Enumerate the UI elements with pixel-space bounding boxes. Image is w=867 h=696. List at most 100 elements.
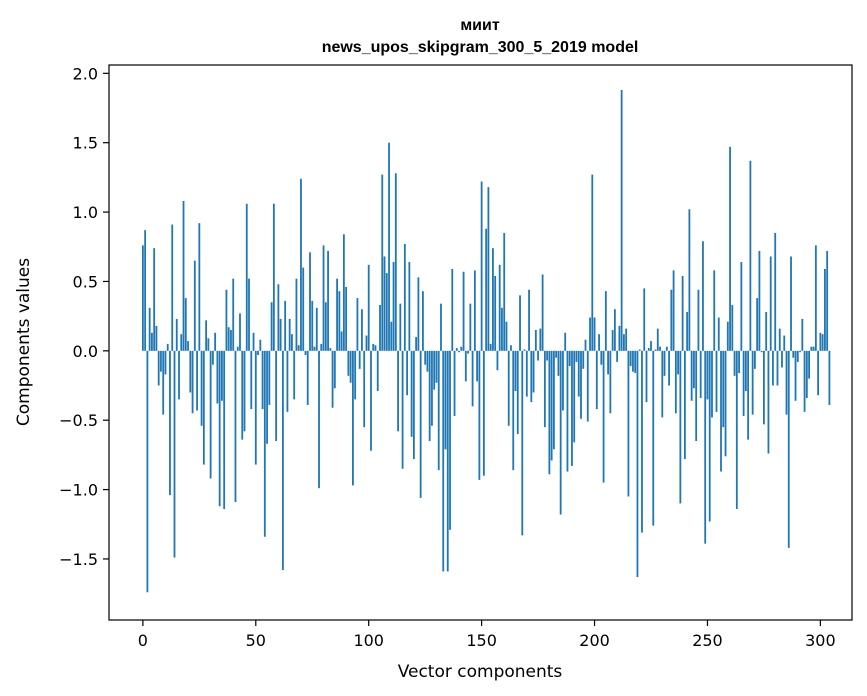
bar bbox=[683, 350, 686, 460]
bar bbox=[300, 178, 302, 351]
bar bbox=[451, 268, 454, 351]
bar bbox=[501, 307, 503, 351]
bar bbox=[641, 350, 643, 533]
bar bbox=[422, 291, 424, 351]
bar bbox=[584, 339, 587, 351]
bar bbox=[279, 318, 282, 351]
bar bbox=[254, 350, 257, 465]
bar bbox=[821, 334, 824, 351]
bar bbox=[444, 350, 447, 450]
bar bbox=[449, 350, 451, 530]
bar bbox=[352, 350, 354, 486]
bar bbox=[257, 350, 259, 355]
bar bbox=[665, 346, 668, 351]
bar bbox=[293, 350, 296, 400]
bar bbox=[379, 305, 381, 351]
bar bbox=[783, 335, 786, 351]
bar bbox=[634, 350, 637, 374]
bar bbox=[711, 350, 713, 418]
bar bbox=[473, 270, 476, 351]
bar bbox=[361, 309, 363, 351]
bar bbox=[562, 350, 564, 411]
bar bbox=[324, 302, 327, 351]
bar bbox=[595, 350, 598, 410]
bar bbox=[340, 331, 343, 351]
bar bbox=[410, 350, 413, 437]
bar bbox=[295, 278, 298, 351]
bar bbox=[758, 250, 761, 351]
bar bbox=[415, 336, 418, 351]
bar bbox=[765, 311, 768, 351]
bar bbox=[329, 348, 332, 351]
bar bbox=[230, 330, 232, 351]
bar bbox=[530, 350, 533, 403]
y-axis-ticks: −1.5 −1.0 −0.5 0.0 0.5 1.0 1.5 2.0 bbox=[59, 64, 109, 569]
bar bbox=[632, 350, 634, 372]
bar bbox=[507, 350, 510, 426]
bar bbox=[516, 350, 519, 435]
bar bbox=[458, 350, 460, 353]
bar bbox=[442, 350, 445, 572]
bar bbox=[275, 350, 278, 442]
plot-frame bbox=[108, 64, 853, 621]
bar bbox=[304, 350, 307, 355]
bar bbox=[193, 260, 196, 351]
bar bbox=[403, 243, 406, 351]
bar bbox=[460, 346, 463, 351]
bar bbox=[593, 317, 596, 351]
bar bbox=[564, 332, 567, 351]
bar bbox=[390, 321, 393, 351]
bar bbox=[164, 350, 167, 375]
bar bbox=[708, 350, 711, 522]
bar bbox=[214, 332, 217, 351]
bar bbox=[205, 320, 208, 351]
bar bbox=[155, 325, 158, 351]
bar bbox=[510, 345, 512, 351]
bar bbox=[412, 350, 415, 460]
bar bbox=[252, 332, 255, 351]
bar bbox=[731, 305, 734, 351]
x-axis-ticks: 0 50 100 150 200 250 300 bbox=[138, 620, 836, 650]
bar bbox=[616, 350, 619, 362]
bar bbox=[349, 350, 352, 383]
bar bbox=[613, 309, 616, 351]
bar bbox=[697, 289, 700, 351]
bar bbox=[607, 350, 609, 375]
bar bbox=[532, 350, 535, 393]
bar bbox=[270, 302, 273, 351]
bar bbox=[589, 317, 591, 351]
bar bbox=[747, 350, 750, 440]
bar bbox=[485, 228, 488, 351]
bar bbox=[417, 277, 420, 351]
bar bbox=[191, 350, 194, 414]
bar bbox=[774, 232, 777, 351]
bar bbox=[178, 350, 180, 400]
bar bbox=[769, 256, 772, 351]
bar bbox=[629, 350, 632, 367]
bar bbox=[376, 350, 379, 392]
bar bbox=[803, 350, 806, 412]
x-tick-label: 200 bbox=[579, 631, 610, 650]
bar bbox=[785, 350, 788, 415]
chart-title-line-2: news_upos_skipgram_300_5_2019 model bbox=[322, 39, 639, 56]
bar bbox=[826, 250, 829, 351]
bar bbox=[419, 350, 422, 498]
bar bbox=[550, 350, 553, 461]
bar bbox=[555, 350, 558, 358]
bar bbox=[435, 350, 438, 383]
bar bbox=[604, 291, 607, 351]
bar bbox=[148, 307, 151, 351]
bar bbox=[478, 350, 481, 480]
bar bbox=[243, 350, 246, 432]
bar bbox=[763, 350, 765, 425]
bar bbox=[291, 334, 293, 351]
bar bbox=[794, 350, 797, 401]
bar bbox=[263, 350, 266, 537]
bar bbox=[767, 350, 770, 454]
bar bbox=[534, 330, 537, 351]
bar bbox=[627, 350, 630, 497]
bar bbox=[182, 200, 185, 351]
bar bbox=[512, 350, 515, 471]
bar bbox=[548, 350, 551, 475]
